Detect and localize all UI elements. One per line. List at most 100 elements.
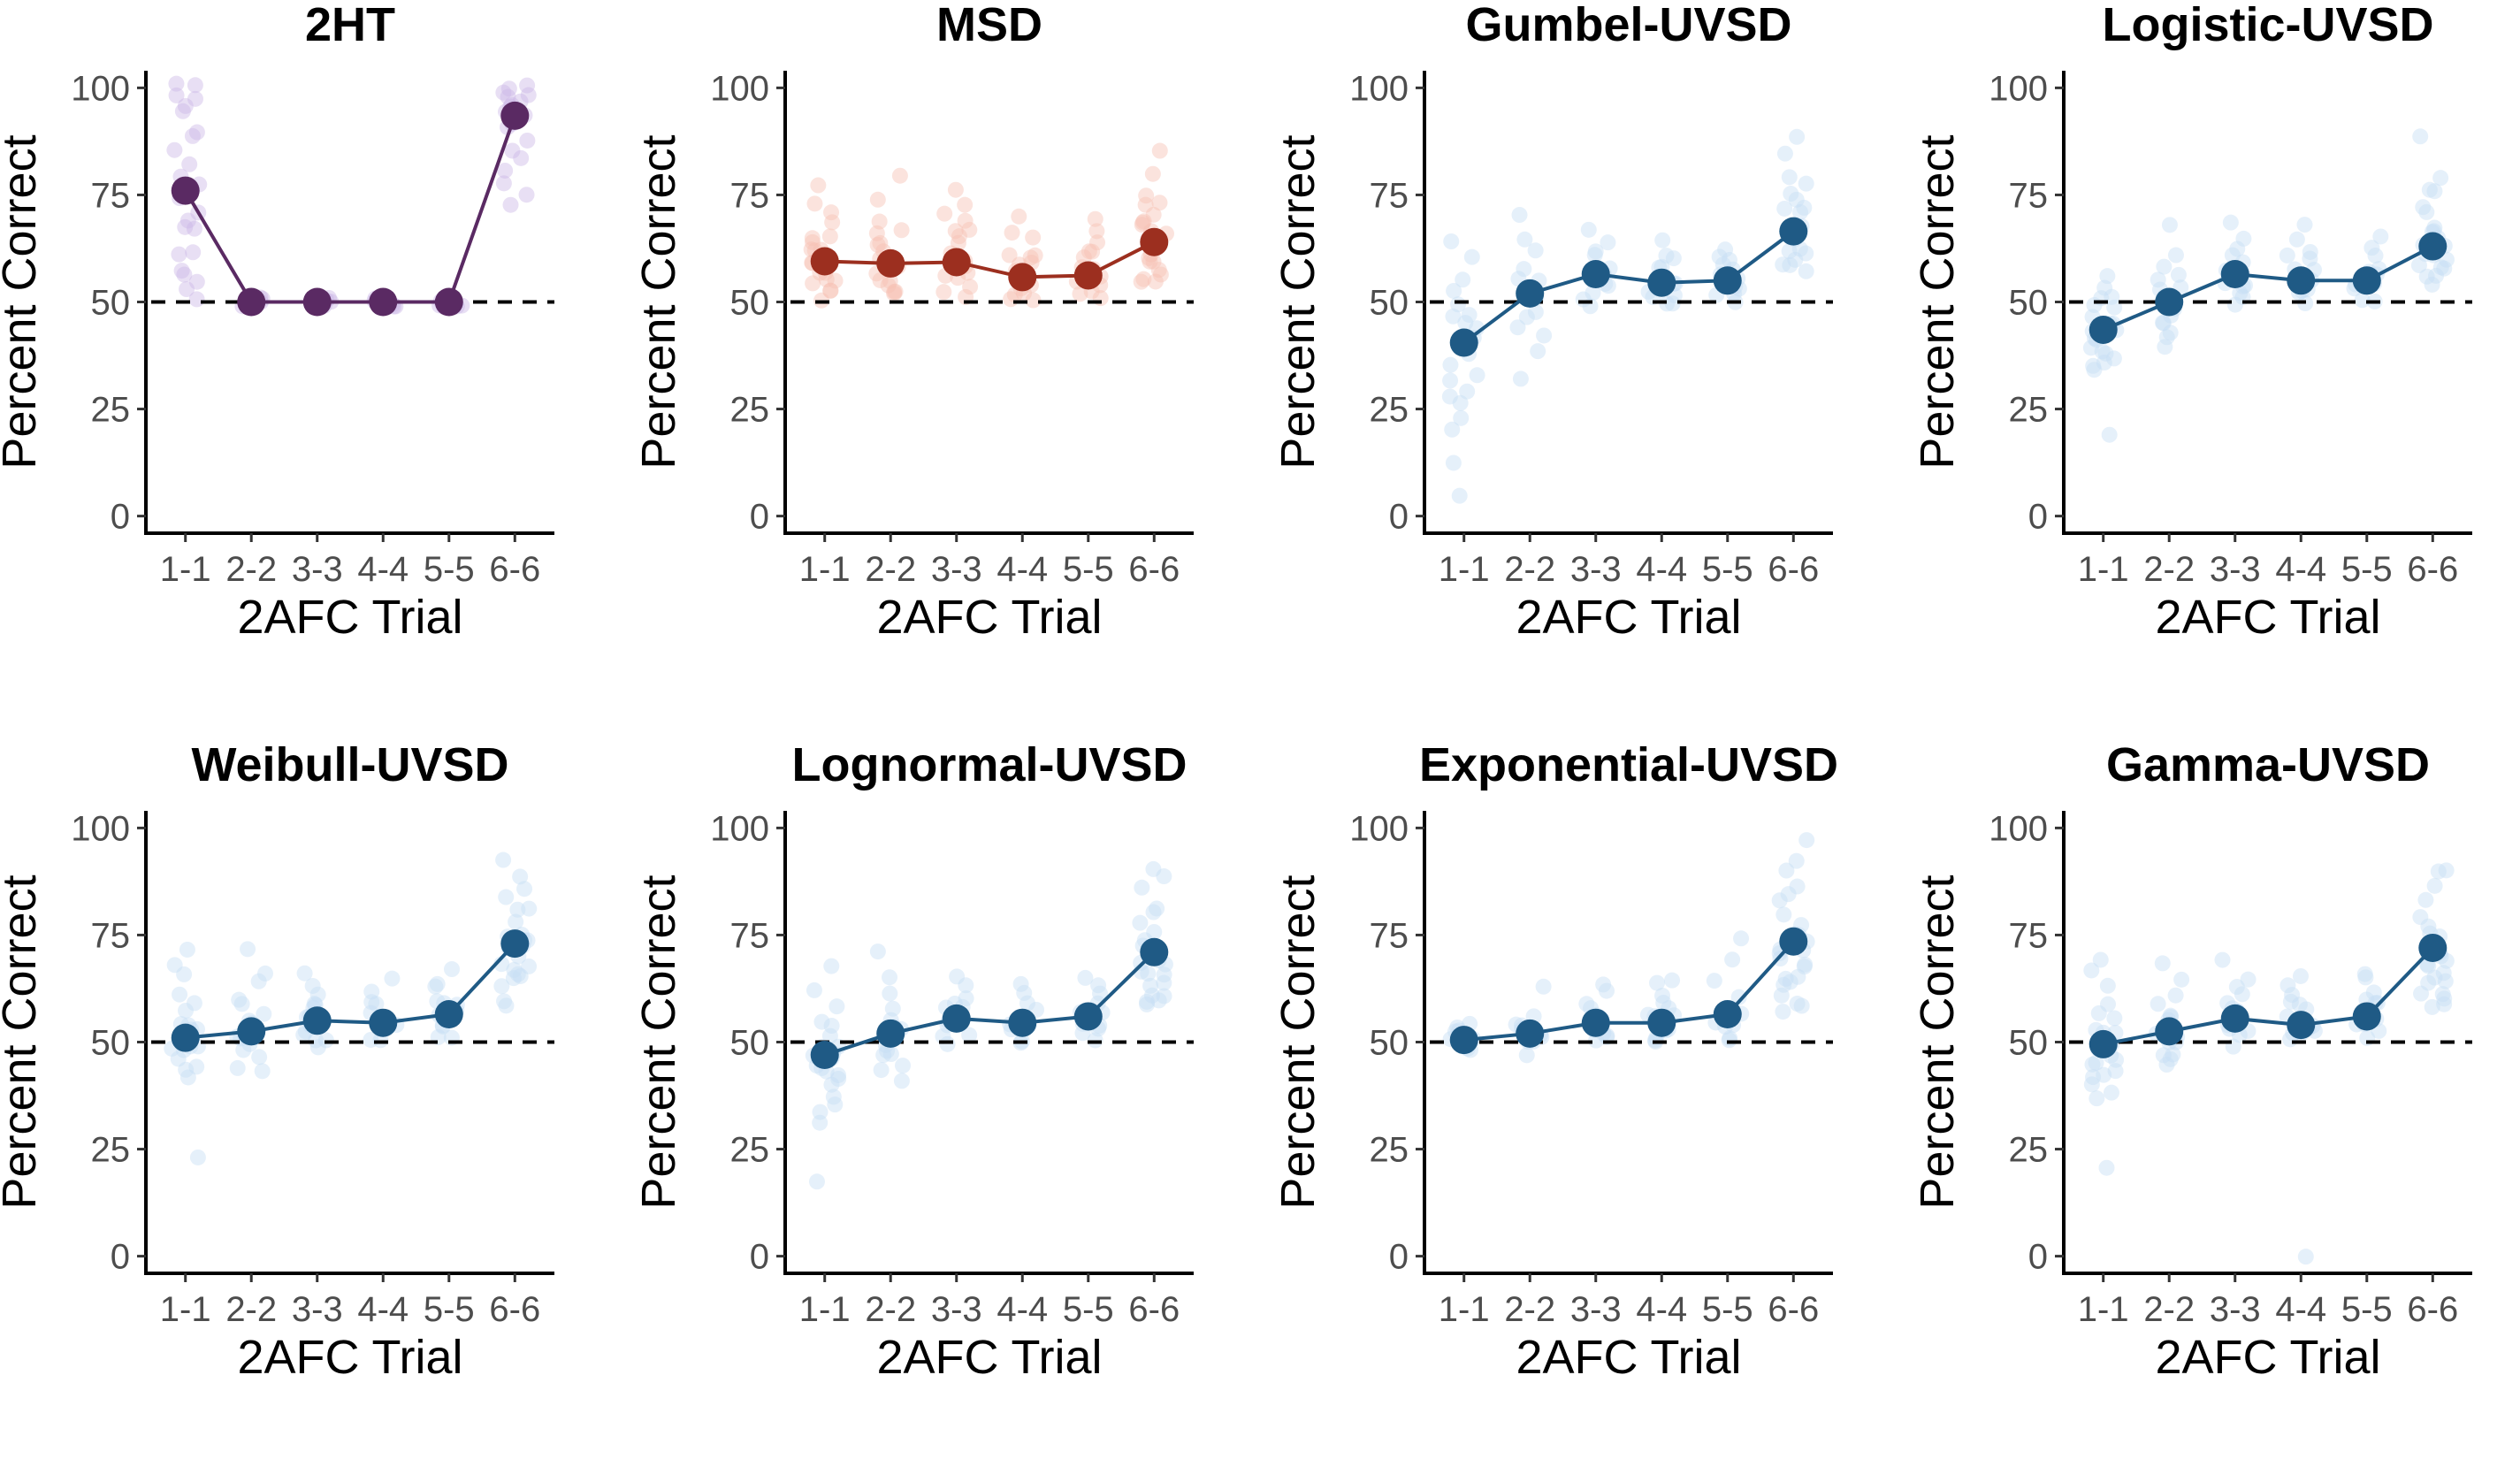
raw-point — [2085, 357, 2102, 374]
raw-point — [958, 977, 974, 994]
raw-point — [1780, 886, 1797, 903]
raw-point — [1441, 388, 1458, 405]
raw-point — [186, 220, 202, 237]
raw-point — [2161, 217, 2178, 233]
y-tick-label: 100 — [1349, 809, 1409, 848]
raw-point — [1001, 247, 1018, 264]
raw-point — [936, 205, 953, 222]
y-tick-label: 0 — [750, 1238, 769, 1277]
mean-point — [237, 1017, 266, 1046]
raw-point — [1527, 303, 1544, 320]
raw-point — [1134, 214, 1151, 231]
raw-point — [2418, 203, 2435, 220]
raw-point — [504, 142, 521, 159]
raw-point — [251, 1049, 268, 1066]
raw-point — [812, 1114, 829, 1131]
raw-point — [2082, 340, 2099, 356]
raw-point — [1789, 996, 1806, 1012]
raw-point — [935, 1027, 951, 1044]
raw-point — [1145, 904, 1162, 920]
raw-point — [178, 1061, 195, 1078]
y-tick-label: 25 — [730, 1131, 770, 1170]
mean-point — [1008, 1008, 1037, 1037]
series-line — [183, 115, 517, 304]
raw-point — [824, 214, 841, 231]
raw-point — [1781, 169, 1798, 186]
panel-title: Exponential-UVSD — [1419, 738, 1838, 791]
raw-point — [168, 75, 185, 92]
raw-point — [176, 966, 193, 982]
raw-point — [1535, 978, 1552, 995]
raw-point — [2226, 296, 2243, 313]
raw-point — [1649, 974, 1666, 991]
raw-point — [2158, 1057, 2175, 1073]
y-tick-label: 25 — [91, 1131, 131, 1170]
raw-point — [308, 1032, 325, 1049]
raw-point — [1090, 977, 1107, 994]
raw-point — [1019, 995, 1035, 1012]
mean-point — [237, 287, 266, 317]
x-axis-title: 2AFC Trial — [1516, 591, 1741, 644]
raw-point — [1665, 250, 1682, 267]
raw-point — [2234, 986, 2250, 1003]
raw-point — [958, 990, 974, 1007]
raw-point — [1004, 225, 1020, 241]
y-tick-label: 0 — [1389, 1238, 1409, 1277]
raw-point — [170, 1050, 187, 1067]
y-tick-label: 75 — [91, 916, 131, 955]
raw-point — [2096, 1066, 2112, 1083]
raw-points — [803, 142, 1174, 309]
raw-point — [1788, 191, 1805, 208]
x-tick-label: 3-3 — [931, 1290, 982, 1329]
raw-point — [521, 900, 538, 917]
raw-point — [1147, 273, 1164, 290]
mean-point — [1008, 263, 1037, 292]
raw-point — [2167, 987, 2184, 1004]
raw-point — [1778, 862, 1795, 879]
raw-point — [502, 196, 519, 213]
mean-point — [1516, 1019, 1545, 1048]
y-axis-title: Percent Correct — [632, 134, 685, 469]
raw-point — [2296, 217, 2313, 233]
raw-point — [1151, 142, 1168, 159]
raw-point — [1027, 247, 1043, 264]
y-tick-label: 50 — [2009, 284, 2049, 323]
x-tick-label: 1-1 — [2078, 1290, 2129, 1329]
x-tick-label: 3-3 — [292, 550, 343, 589]
raw-point — [2157, 339, 2173, 355]
x-tick-label: 1-1 — [799, 1290, 851, 1329]
raw-point — [827, 1096, 844, 1113]
raw-point — [804, 233, 821, 250]
mean-point — [1581, 260, 1610, 289]
raw-point — [1087, 1032, 1103, 1049]
raw-point — [806, 982, 822, 998]
raw-points — [166, 75, 537, 315]
raw-point — [2365, 984, 2382, 1001]
raw-point — [1775, 1004, 1791, 1020]
raw-point — [2165, 1046, 2181, 1063]
raw-point — [1730, 989, 1747, 1005]
raw-point — [1654, 232, 1671, 248]
mean-point — [1647, 268, 1676, 297]
raw-point — [174, 103, 191, 119]
raw-point — [1721, 252, 1737, 269]
raw-point — [2426, 183, 2443, 200]
raw-point — [957, 212, 974, 229]
raw-point — [2288, 231, 2305, 248]
raw-point — [1721, 1032, 1737, 1049]
raw-point — [2417, 891, 2434, 908]
raw-point — [1156, 966, 1172, 983]
raw-point — [949, 968, 966, 985]
raw-point — [1599, 982, 1615, 999]
mean-point — [2418, 232, 2447, 261]
raw-point — [254, 1063, 271, 1080]
raw-point — [2235, 230, 2252, 247]
raw-point — [2106, 299, 2123, 316]
raw-point — [1150, 262, 1167, 279]
raw-point — [172, 986, 188, 1003]
raw-point — [2150, 271, 2166, 288]
raw-point — [813, 1013, 830, 1030]
y-tick-label: 50 — [730, 1024, 770, 1063]
raw-point — [2107, 1063, 2124, 1080]
raw-point — [957, 196, 974, 213]
